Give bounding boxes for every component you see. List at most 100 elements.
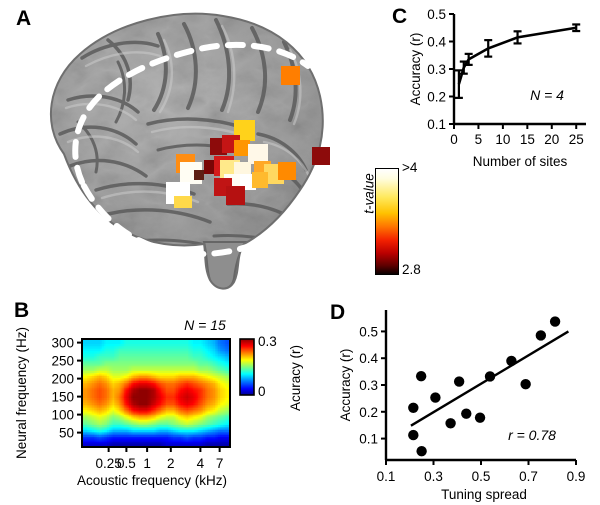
heatmap-cell	[135, 381, 138, 384]
heatmap-cell	[184, 386, 187, 389]
heatmap-cell	[226, 377, 229, 380]
heatmap-cell	[182, 376, 185, 379]
heatmap-cell	[129, 421, 132, 424]
heatmap-cell	[219, 379, 222, 382]
heatmap-cell	[182, 430, 185, 433]
heatmap-cell	[120, 404, 123, 407]
heatmap-cell	[113, 352, 116, 355]
heatmap-cell	[196, 428, 199, 431]
heatmap-cell	[139, 398, 142, 401]
heatmap-cell	[191, 425, 194, 428]
heatmap-cell	[156, 340, 159, 343]
heatmap-cell	[142, 362, 145, 365]
heatmap-cell	[150, 387, 153, 390]
heatmap-cell	[144, 430, 147, 433]
heatmap-cell	[224, 423, 227, 426]
heatmap-cell	[206, 379, 209, 382]
heatmap-cell	[174, 406, 177, 409]
heatmap-cell	[134, 430, 137, 433]
heatmap-cell	[95, 387, 98, 390]
heatmap-cell	[176, 411, 179, 414]
heatmap-cell	[149, 377, 152, 380]
heatmap-cell	[83, 418, 86, 421]
heatmap-cell	[161, 379, 164, 382]
heatmap-cell	[157, 376, 160, 379]
heatmap-cell	[211, 389, 214, 392]
heatmap-cell	[92, 431, 95, 434]
heatmap-cell	[83, 369, 86, 372]
panel-b-heatmap	[82, 339, 231, 448]
heatmap-cell	[216, 342, 219, 345]
heatmap-cell	[95, 357, 98, 360]
heatmap-cell	[169, 360, 172, 363]
heatmap-cell	[174, 416, 177, 419]
heatmap-cell	[115, 384, 118, 387]
heatmap-cell	[174, 364, 177, 367]
heatmap-cell	[164, 350, 167, 353]
heatmap-cell	[159, 360, 162, 363]
heatmap-cell	[194, 357, 197, 360]
heatmap-cell	[181, 418, 184, 421]
heatmap-cell	[87, 414, 90, 417]
heatmap-cell	[213, 369, 216, 372]
heatmap-cell	[219, 339, 222, 342]
heatmap-cell	[182, 379, 185, 382]
heatmap-cell	[92, 369, 95, 372]
heatmap-cell	[191, 360, 194, 363]
heatmap-cell	[120, 382, 123, 385]
heatmap-cell	[92, 349, 95, 352]
heatmap-cell	[144, 387, 147, 390]
heatmap-cell	[224, 409, 227, 412]
heatmap-cell	[179, 430, 182, 433]
heatmap-cell	[129, 369, 132, 372]
heatmap-cell	[113, 420, 116, 423]
heatmap-cell	[152, 342, 155, 345]
heatmap-cell	[193, 381, 196, 384]
heatmap-cell	[174, 372, 177, 375]
heatmap-cell	[193, 420, 196, 423]
heatmap-cell	[211, 425, 214, 428]
heatmap-cell	[125, 354, 128, 357]
heatmap-cell	[159, 398, 162, 401]
heatmap-cell	[219, 416, 222, 419]
heatmap-cell	[124, 396, 127, 399]
heatmap-cell	[85, 374, 88, 377]
heatmap-cell	[179, 364, 182, 367]
heatmap-cell	[122, 421, 125, 424]
heatmap-cell	[162, 431, 165, 434]
heatmap-cell	[90, 391, 93, 394]
heatmap-cell	[95, 404, 98, 407]
heatmap-cell	[198, 406, 201, 409]
heatmap-cell	[206, 339, 209, 342]
heatmap-cell	[206, 411, 209, 414]
heatmap-cell	[98, 431, 101, 434]
heatmap-cell	[140, 339, 143, 342]
heatmap-cell	[223, 352, 226, 355]
heatmap-cell	[177, 367, 180, 370]
heatmap-cell	[127, 359, 130, 362]
heatmap-cell	[223, 399, 226, 402]
heatmap-cell	[119, 416, 122, 419]
heatmap-cell	[115, 389, 118, 392]
heatmap-cell	[102, 349, 105, 352]
heatmap-cell	[152, 389, 155, 392]
heatmap-cell	[112, 431, 115, 434]
heatmap-cell	[137, 414, 140, 417]
heatmap-cell	[144, 428, 147, 431]
heatmap-cell	[134, 421, 137, 424]
heatmap-cell	[186, 377, 189, 380]
brain-render	[8, 4, 338, 292]
heatmap-cell	[166, 414, 169, 417]
heatmap-cell	[181, 401, 184, 404]
heatmap-cell	[147, 426, 150, 429]
heatmap-cell	[152, 398, 155, 401]
heatmap-cell	[213, 354, 216, 357]
heatmap-cell	[159, 342, 162, 345]
heatmap-cell	[87, 413, 90, 416]
heatmap-cell	[194, 430, 197, 433]
heatmap-cell	[87, 399, 90, 402]
heatmap-cell	[206, 371, 209, 374]
heatmap-cell	[119, 367, 122, 370]
heatmap-cell	[105, 369, 108, 372]
